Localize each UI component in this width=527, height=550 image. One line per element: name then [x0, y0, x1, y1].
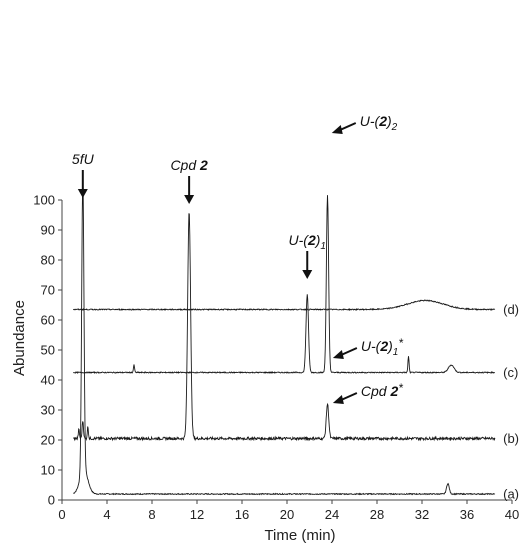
- annotation-text: Cpd: [361, 383, 391, 399]
- annotation-sub: 2: [391, 122, 398, 133]
- trace-line-3: [72, 299, 496, 311]
- y-tick-label: 80: [41, 253, 55, 268]
- annotation-star: *: [398, 336, 403, 350]
- arrowhead-icon: [302, 270, 313, 279]
- annotation: U-(2)2: [331, 113, 398, 134]
- annotation-paren: ): [386, 338, 393, 354]
- annotation-text: U-(: [361, 338, 382, 354]
- annotations: 5fU Cpd 2U-(2)1U-(2)2U-(2)1*Cpd 2*: [72, 113, 403, 404]
- x-tick-label: 20: [280, 507, 294, 522]
- arrowhead-icon: [332, 350, 344, 359]
- annotation-text: U-(: [289, 232, 310, 248]
- x-tick-label: 12: [190, 507, 204, 522]
- arrowhead-icon: [331, 125, 343, 134]
- y-tick-label: 20: [41, 433, 55, 448]
- annotation-bold: 2: [379, 338, 388, 354]
- y-axis-title: Abundance: [11, 300, 28, 376]
- y-tick-label: 100: [33, 193, 55, 208]
- x-tick-label: 0: [58, 507, 65, 522]
- trace-label: (d): [503, 302, 519, 317]
- annotation-text: Cpd: [170, 157, 200, 173]
- y-tick-label: 90: [41, 223, 55, 238]
- annotation-sub: 1: [393, 347, 399, 358]
- x-tick-label: 16: [235, 507, 249, 522]
- annotation: 5fU: [72, 151, 95, 198]
- x-axis-title: Time (min): [264, 527, 335, 544]
- trace-label: (c): [503, 365, 518, 380]
- annotation-paren: ): [385, 113, 392, 129]
- x-tick-label: 40: [505, 507, 519, 522]
- annotation-label: Cpd 2*: [361, 381, 403, 399]
- traces: [72, 179, 496, 496]
- annotation-bold: 2: [378, 113, 387, 129]
- y-tick-label: 40: [41, 373, 55, 388]
- annotation: U-(2)1: [289, 232, 326, 279]
- tick-labels: 0 4 8 12 16 20 24 28 32 36 40010203040506070809010…: [33, 193, 519, 523]
- annotation-label: 5fU: [72, 151, 95, 167]
- annotation: Cpd 2*: [332, 381, 403, 404]
- annotation-paren: ): [314, 232, 321, 248]
- x-tick-label: 24: [325, 507, 339, 522]
- arrowhead-icon: [184, 195, 195, 204]
- annotation-label: U-(2)1: [289, 232, 326, 252]
- x-tick-label: 32: [415, 507, 429, 522]
- trace-label: (a): [503, 487, 519, 502]
- annotation-bold: 2: [307, 232, 316, 248]
- annotation-label: U-(2)2: [360, 113, 398, 133]
- axes: [58, 199, 513, 504]
- annotation-text: 5fU: [72, 151, 95, 167]
- y-tick-label: 70: [41, 283, 55, 298]
- trace-line-1: [72, 213, 496, 442]
- x-tick-label: 8: [148, 507, 155, 522]
- x-tick-label: 28: [370, 507, 384, 522]
- annotation-label: U-(2)1*: [361, 336, 403, 358]
- annotation-sub: 1: [320, 241, 326, 252]
- x-tick-label: 36: [460, 507, 474, 522]
- annotation: U-(2)1*: [332, 336, 403, 359]
- arrowhead-icon: [77, 189, 88, 198]
- trace-label: (b): [503, 431, 519, 446]
- trace-labels: (a) (b) (c) (d): [503, 302, 519, 502]
- annotation-bold: 2: [199, 157, 208, 173]
- annotation-star: *: [398, 381, 403, 395]
- trace-line-0: [73, 179, 496, 496]
- y-tick-label: 0: [48, 493, 55, 508]
- x-tick-label: 4: [103, 507, 110, 522]
- annotation-text: U-(: [360, 113, 381, 129]
- y-tick-label: 30: [41, 403, 55, 418]
- y-tick-label: 10: [41, 463, 55, 478]
- annotation-label: Cpd 2: [170, 157, 208, 173]
- annotation-bold: 2: [389, 383, 398, 399]
- arrowhead-icon: [332, 395, 344, 404]
- trace-line-2: [72, 195, 495, 375]
- y-tick-label: 50: [41, 343, 55, 358]
- y-tick-label: 60: [41, 313, 55, 328]
- annotation: Cpd 2: [170, 157, 208, 204]
